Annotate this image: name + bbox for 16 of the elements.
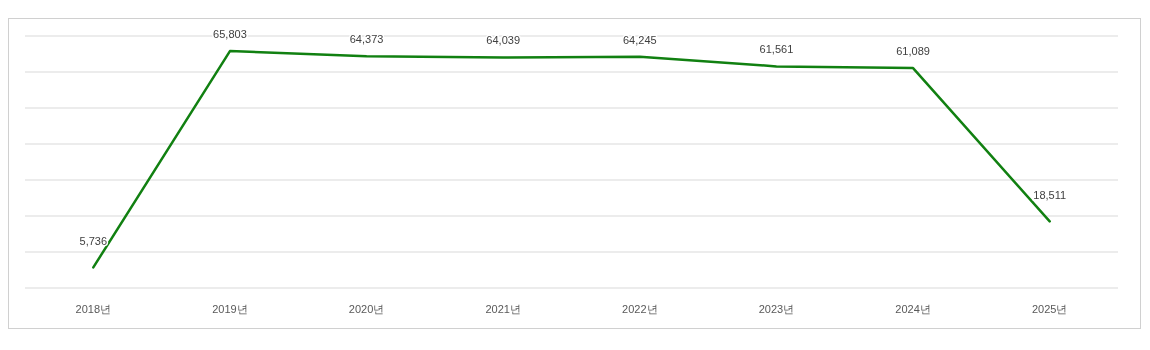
x-tick-label: 2019년 <box>212 303 248 315</box>
x-tick-label: 2025년 <box>1031 303 1068 315</box>
x-tick-label: 2024년 <box>895 303 931 315</box>
data-label: 5,736 <box>79 235 108 248</box>
data-label: 64,039 <box>486 34 521 47</box>
data-label: 64,373 <box>349 33 384 46</box>
data-label: 64,245 <box>622 33 657 46</box>
x-tick-label: 2018년 <box>75 303 112 315</box>
data-label: 65,803 <box>213 28 247 41</box>
data-label: 61,561 <box>759 43 794 56</box>
data-label: 61,089 <box>896 45 930 58</box>
data-label: 18,511 <box>1033 189 1067 202</box>
x-tick-label: 2021년 <box>485 303 521 315</box>
x-tick-label: 2020년 <box>348 303 385 315</box>
x-tick-label: 2022년 <box>622 303 658 315</box>
x-tick-label: 2023년 <box>758 303 795 315</box>
